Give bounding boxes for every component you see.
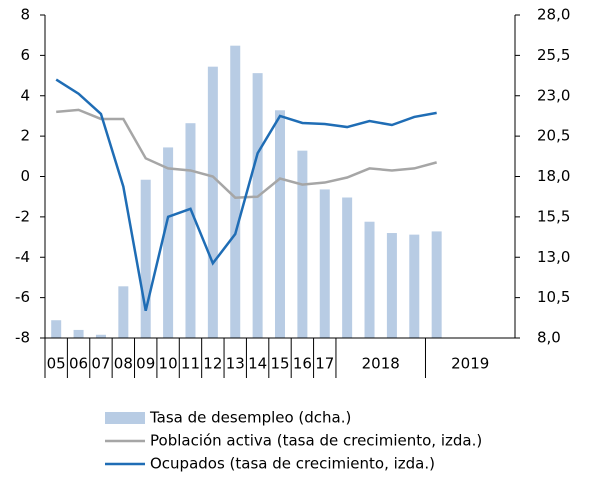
y-tick-label: -4 (15, 248, 30, 266)
bar (342, 197, 353, 338)
bar (230, 45, 241, 339)
bar (185, 123, 196, 338)
y-tick-label: -8 (15, 329, 30, 347)
bar (386, 233, 397, 338)
y2-tick-label: 18,0 (537, 167, 570, 185)
y2-tick-label: 13,0 (537, 248, 570, 266)
bar (51, 320, 62, 338)
x-group-label: 2018 (362, 355, 400, 373)
x-tick-label: 06 (69, 355, 88, 373)
x-tick-label: 17 (315, 355, 334, 373)
y2-tick-label: 10,5 (537, 288, 570, 306)
y2-tick-label: 25,5 (537, 46, 570, 64)
y2-tick-label: 15,5 (537, 207, 570, 225)
y-tick-label: 2 (20, 127, 30, 145)
bar (409, 234, 420, 338)
x-tick-label: 13 (226, 355, 245, 373)
bar (95, 334, 106, 338)
bar (163, 147, 174, 338)
x-tick-label: 15 (270, 355, 289, 373)
bar (207, 66, 218, 339)
legend-swatch (105, 412, 145, 424)
x-tick-label: 16 (293, 355, 312, 373)
x-tick-label: 07 (91, 355, 110, 373)
y2-tick-label: 8,0 (537, 329, 561, 347)
y2-tick-label: 23,0 (537, 86, 570, 104)
bar (140, 179, 151, 338)
bar (297, 150, 308, 338)
x-tick-label: 10 (159, 355, 178, 373)
bar (118, 286, 129, 338)
bar (252, 73, 263, 338)
y-tick-label: -6 (15, 288, 30, 306)
x-tick-label: 09 (136, 355, 155, 373)
line (55, 78, 437, 312)
bar (364, 221, 375, 338)
y-tick-label: 4 (20, 86, 30, 104)
y-tick-label: 6 (20, 46, 30, 64)
y2-tick-label: 20,5 (537, 127, 570, 145)
x-tick-label: 12 (203, 355, 222, 373)
x-group-label: 2019 (451, 355, 489, 373)
bar (73, 329, 84, 338)
y2-tick-label: 28,0 (537, 6, 570, 24)
y-tick-label: 8 (20, 6, 30, 24)
bar (431, 231, 442, 338)
x-tick-label: 05 (47, 355, 66, 373)
legend-label: Tasa de desempleo (dcha.) (149, 409, 351, 427)
bar (319, 189, 330, 338)
x-tick-label: 14 (248, 355, 267, 373)
bar (275, 110, 285, 338)
x-tick-label: 08 (114, 355, 133, 373)
legend-label: Ocupados (tasa de crecimiento, izda.) (150, 455, 435, 473)
y-tick-label: 0 (20, 167, 30, 185)
legend-label: Población activa (tasa de crecimiento, i… (150, 432, 482, 450)
x-tick-label: 11 (181, 355, 200, 373)
y-tick-label: -2 (15, 207, 30, 225)
